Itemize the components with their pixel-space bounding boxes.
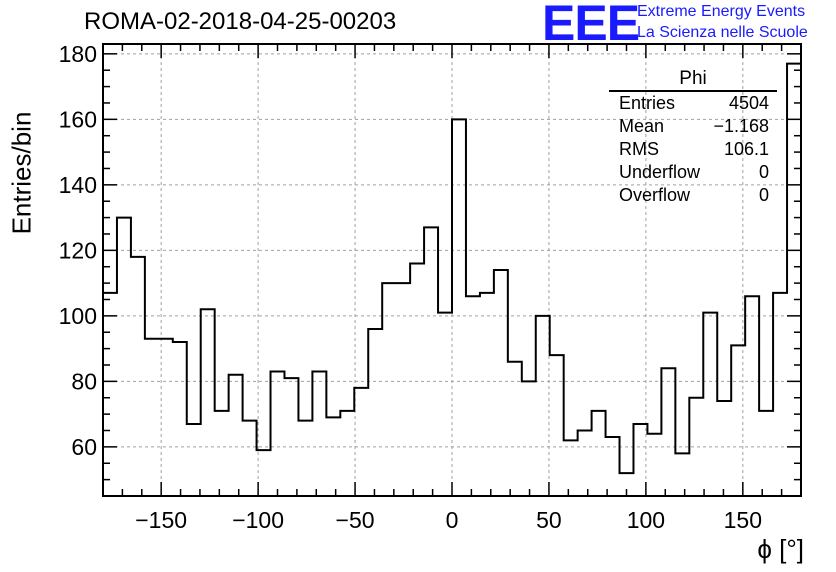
histogram-bin <box>661 368 675 496</box>
stat-value: 106.1 <box>723 139 769 159</box>
histogram-bin <box>452 119 466 496</box>
histogram-bin <box>550 355 564 496</box>
stat-row-rms: RMS 106.1 <box>609 138 777 161</box>
histogram-bin <box>145 339 159 496</box>
logo-line-1: Extreme Energy Events <box>637 3 806 20</box>
x-tick-labels: −150 −100 −50 0 50 100 150 <box>135 507 762 533</box>
histogram-bin <box>229 375 243 496</box>
stat-value: −1.168 <box>713 116 769 136</box>
chart-title: ROMA-02-2018-04-25-00203 <box>84 8 397 35</box>
histogram-bin <box>773 293 787 496</box>
histogram-bin <box>173 342 187 496</box>
histogram-bin <box>131 257 145 496</box>
histogram-bin <box>564 440 578 496</box>
histogram-bin <box>312 372 326 496</box>
stat-label: RMS <box>619 139 659 159</box>
histogram-bin <box>271 372 285 496</box>
stat-value: 4504 <box>728 93 769 113</box>
y-tick-label: 80 <box>71 368 97 394</box>
histogram-bin <box>298 421 312 496</box>
histogram-bin <box>215 411 229 496</box>
histogram-bin <box>354 388 368 496</box>
stat-row-overflow: Overflow 0 <box>609 184 777 207</box>
stats-box: Phi Entries 4504 Mean −1.168 RMS 106.1 U… <box>609 68 777 207</box>
stat-row-entries: Entries 4504 <box>609 92 777 115</box>
histogram-bin <box>731 345 745 496</box>
stat-row-mean: Mean −1.168 <box>609 115 777 138</box>
histogram-outline <box>103 62 801 475</box>
stat-label: Mean <box>619 116 665 136</box>
x-axis-label: ϕ [°] <box>757 534 804 564</box>
histogram-bin <box>578 430 592 496</box>
y-tick-label: 180 <box>59 41 97 67</box>
histogram-bin <box>187 424 201 496</box>
axis-ticks <box>102 44 802 496</box>
stats-title: Phi <box>609 68 777 92</box>
histogram-bin <box>410 263 424 496</box>
stat-value: 0 <box>758 162 769 182</box>
histogram-bin <box>703 313 717 496</box>
y-axis-label: Entries/bin <box>2 111 42 235</box>
histogram-bin <box>424 227 438 496</box>
histogram-bin <box>396 283 410 496</box>
x-tick-label: 0 <box>446 507 459 533</box>
stat-label: Entries <box>619 93 676 113</box>
histogram-bin <box>536 316 550 496</box>
histogram-bin <box>717 401 731 496</box>
histogram-bin <box>103 293 117 496</box>
histogram-bin <box>592 411 606 496</box>
y-axis-label-text: Entries/bin <box>6 111 37 235</box>
x-tick-label: 100 <box>627 507 665 533</box>
eee-logo: EEE <box>542 0 640 51</box>
histogram-bin <box>243 421 257 496</box>
logo-line-2: La Scienza nelle Scuole <box>637 24 808 41</box>
histogram-bin <box>201 309 215 496</box>
y-tick-label: 160 <box>59 106 97 132</box>
histogram-bin <box>438 313 452 496</box>
histogram-bin <box>606 437 620 496</box>
stat-value: 0 <box>758 185 769 205</box>
y-tick-labels: 60 80 100 120 140 160 180 <box>59 41 97 460</box>
histogram-bin <box>340 411 354 496</box>
histogram-bin <box>117 218 131 496</box>
x-tick-label: 50 <box>536 507 562 533</box>
histogram-bin <box>522 381 536 496</box>
y-tick-label: 120 <box>59 237 97 263</box>
histogram-bin <box>494 270 508 496</box>
histogram-bin <box>745 296 759 496</box>
histogram-bin <box>480 293 494 496</box>
x-tick-label: −100 <box>232 507 284 533</box>
x-tick-label: −50 <box>336 507 375 533</box>
stat-label: Overflow <box>619 185 691 205</box>
y-tick-label: 100 <box>59 303 97 329</box>
x-tick-label: −150 <box>135 507 187 533</box>
histogram-bin <box>759 411 773 496</box>
histogram-bin <box>647 434 661 496</box>
stat-row-underflow: Underflow 0 <box>609 161 777 184</box>
histogram-bin <box>675 453 689 496</box>
histogram-bin <box>368 329 382 496</box>
histogram-bin <box>326 417 340 496</box>
histogram-bin <box>382 283 396 496</box>
histogram-bin <box>466 296 480 496</box>
y-tick-label: 60 <box>71 434 97 460</box>
stat-label: Underflow <box>619 162 701 182</box>
x-tick-label: 150 <box>724 507 762 533</box>
histogram-bin <box>284 378 298 496</box>
plot-frame <box>102 43 802 497</box>
y-tick-label: 140 <box>59 172 97 198</box>
